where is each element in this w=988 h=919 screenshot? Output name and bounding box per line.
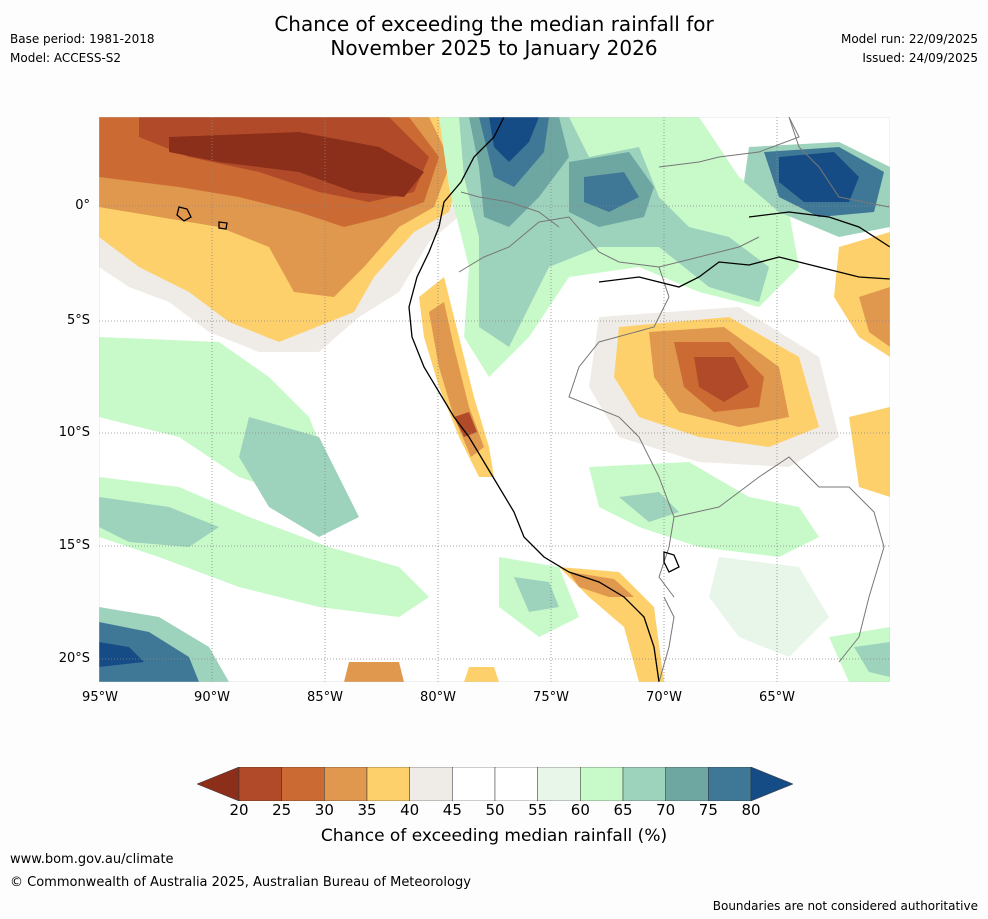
region-dry-south-coast-30 xyxy=(569,572,634,597)
region-dry-coast-20 xyxy=(454,412,477,437)
region-wet-central-80 xyxy=(584,172,639,212)
boundary-peru-brazil xyxy=(568,296,675,598)
boundary-colombia-ecuador xyxy=(460,191,560,228)
boundary-colombia-venezuela xyxy=(658,117,800,168)
region-wet-interior-3 xyxy=(709,557,829,657)
colorbar-boxes xyxy=(238,767,752,801)
region-wet-west-4 xyxy=(99,497,219,547)
model-run-label: Model run: 22/09/2025 xyxy=(840,32,978,46)
lat-label-10s: 10°S xyxy=(58,425,90,440)
meta-left: Base period: 1981-2018 Model: ACCESS-S2 xyxy=(10,30,155,68)
colorbar-tick-label: 35 xyxy=(357,801,377,819)
region-wet-north-80 xyxy=(489,117,539,162)
region-wet-sw-80 xyxy=(99,642,144,667)
colorbar xyxy=(197,767,793,801)
colorbar-box xyxy=(324,767,368,801)
region-dry-south-coast xyxy=(559,567,664,682)
region-wet-interior-1 xyxy=(589,462,819,557)
model-label: Model: ACCESS-S2 xyxy=(10,51,122,65)
lat-label-0: 0° xyxy=(75,198,90,213)
colorbar-tick-label: 45 xyxy=(442,801,462,819)
coastline-pacific xyxy=(408,117,660,682)
lon-label-80w: 80°W xyxy=(420,690,456,705)
colorbar-box xyxy=(622,767,666,801)
coastline-galapagos-2 xyxy=(218,221,228,230)
region-dry-ce-20 xyxy=(694,357,749,402)
boundary-chile-bolivia xyxy=(658,596,675,682)
coastline-amazon xyxy=(598,256,890,288)
region-wet-west-2 xyxy=(239,417,359,537)
colorbar-tick-label: 60 xyxy=(570,801,590,819)
map-gridlines xyxy=(99,117,890,682)
region-wet-interior-5 xyxy=(854,642,890,677)
lon-label-75w: 75°W xyxy=(533,690,569,705)
base-period-label: Base period: 1981-2018 xyxy=(10,32,155,46)
region-dry-east-2 xyxy=(849,407,890,497)
colorbar-tick-label: 50 xyxy=(485,801,505,819)
colorbar-tick-label: 65 xyxy=(613,801,633,819)
copyright-notice: © Commonwealth of Australia 2025, Austra… xyxy=(10,875,471,890)
colorbar-tick-label: 55 xyxy=(528,801,548,819)
colorbar-box xyxy=(494,767,538,801)
colorbar-tick-label: 70 xyxy=(656,801,676,819)
colorbar-box xyxy=(537,767,581,801)
probability-fields xyxy=(99,117,890,682)
colorbar-box xyxy=(708,767,752,801)
lat-label-20s: 20°S xyxy=(58,651,90,666)
boundary-peru-north xyxy=(458,216,670,298)
lon-label-65w: 65°W xyxy=(759,690,795,705)
lon-label-70w: 70°W xyxy=(646,690,682,705)
colorbar-box xyxy=(665,767,709,801)
lon-label-90w: 90°W xyxy=(194,690,230,705)
colorbar-box xyxy=(366,767,410,801)
boundary-east xyxy=(788,117,890,208)
colorbar-tick-label: 40 xyxy=(400,801,420,819)
lon-label-85w: 85°W xyxy=(307,690,343,705)
coastline-lake-titicaca xyxy=(663,551,680,573)
region-wet-interior-2 xyxy=(619,492,679,522)
region-wet-central-south-2 xyxy=(514,577,559,612)
colorbar-tick-label: 30 xyxy=(314,801,334,819)
colorbar-arrow-high xyxy=(750,767,793,801)
region-wet-sw-75 xyxy=(99,622,199,682)
chart-title: Chance of exceeding the median rainfall … xyxy=(0,12,988,60)
lon-label-95w: 95°W xyxy=(82,690,118,705)
boundary-disclaimer: Boundaries are not considered authoritat… xyxy=(712,899,978,913)
boundary-bolivia xyxy=(673,456,885,663)
colorbar-tick-label: 75 xyxy=(698,801,718,819)
boundary-brazil-north xyxy=(658,236,760,268)
meta-right: Model run: 22/09/2025 Issued: 24/09/2025 xyxy=(841,30,978,68)
country-boundaries xyxy=(458,117,890,682)
colorbar-tick-label: 20 xyxy=(229,801,249,819)
region-dry-south-west xyxy=(344,662,404,682)
title-line-2: November 2025 to January 2026 xyxy=(330,36,658,60)
colorbar-box xyxy=(580,767,624,801)
colorbar-box xyxy=(238,767,282,801)
source-url[interactable]: www.bom.gov.au/climate xyxy=(10,852,174,867)
coastline-galapagos-1 xyxy=(176,206,192,222)
lat-label-15s: 15°S xyxy=(58,538,90,553)
region-dry-nw-core xyxy=(169,132,424,197)
rainfall-map xyxy=(99,117,890,682)
lat-label-5s: 5°S xyxy=(66,313,90,328)
region-dry-south-west-2 xyxy=(464,667,499,682)
region-wet-ne-80 xyxy=(779,152,859,202)
colorbar-title: Chance of exceeding median rainfall (%) xyxy=(320,826,668,846)
colorbar-arrow-low xyxy=(197,767,240,801)
region-dry-east-25 xyxy=(859,287,890,347)
issued-label: Issued: 24/09/2025 xyxy=(862,51,978,65)
colorbar-tick-label: 25 xyxy=(272,801,292,819)
colorbar-box xyxy=(409,767,453,801)
coastline-ne xyxy=(748,211,890,248)
colorbar-box xyxy=(452,767,496,801)
colorbar-tick-label: 80 xyxy=(741,801,761,819)
coastlines xyxy=(176,117,890,682)
title-line-1: Chance of exceeding the median rainfall … xyxy=(274,12,714,36)
colorbar-box xyxy=(281,767,325,801)
